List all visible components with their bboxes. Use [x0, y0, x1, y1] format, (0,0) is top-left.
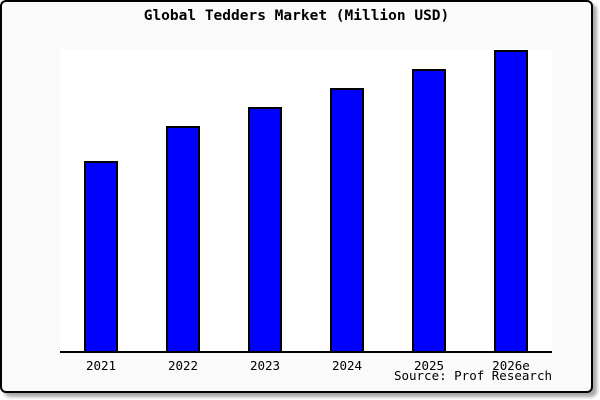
x-tick-label-2023: 2023 — [249, 358, 281, 373]
source-note: Source: Prof Research — [393, 368, 552, 383]
bar-2025 — [412, 69, 446, 351]
bar-2023 — [248, 107, 282, 351]
plot-area — [60, 49, 552, 353]
x-tick-label-2021: 2021 — [85, 358, 117, 373]
bar-2024 — [330, 88, 364, 351]
x-tick-label-2025: 2025 — [413, 358, 445, 373]
bar-2022 — [166, 126, 200, 351]
x-tick-label-2026e: 2026e — [492, 358, 530, 373]
chart-title: Global Tedders Market (Million USD) — [143, 8, 450, 24]
bar-2026e — [494, 50, 528, 351]
chart-card: Global Tedders Market (Million USD) Sour… — [0, 0, 593, 393]
x-tick-label-2024: 2024 — [331, 358, 363, 373]
x-tick-label-2022: 2022 — [167, 358, 199, 373]
bar-2021 — [84, 161, 118, 351]
